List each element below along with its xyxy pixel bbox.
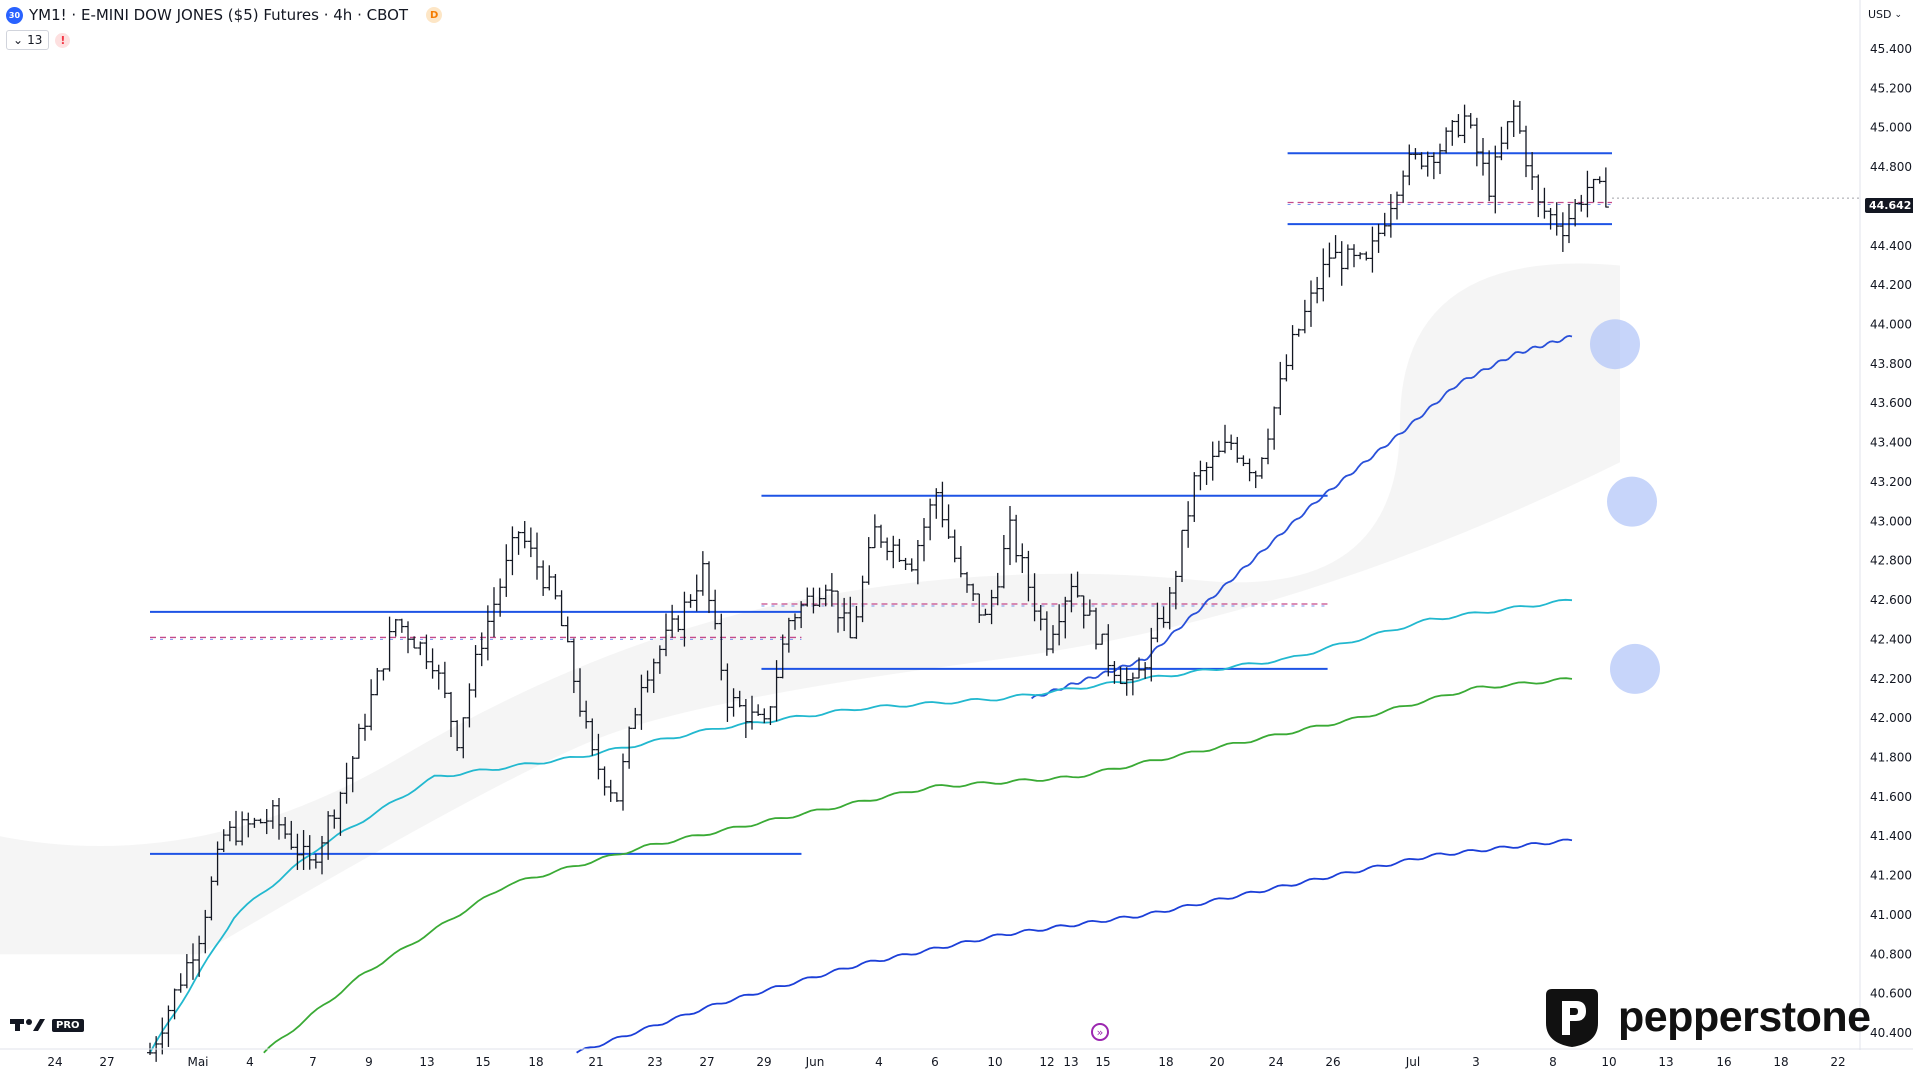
- y-tick-label: 41.000: [1870, 908, 1912, 922]
- y-tick-label: 44.000: [1870, 318, 1912, 332]
- indicator-row: ⌄ 13 !: [6, 30, 71, 50]
- y-tick-label: 44.200: [1870, 278, 1912, 292]
- x-tick-label: 21: [588, 1055, 603, 1069]
- warning-icon[interactable]: !: [55, 32, 71, 48]
- x-tick-label: 27: [99, 1055, 114, 1069]
- tv-logo-icon: [10, 1019, 45, 1031]
- currency-selector[interactable]: USD ⌄: [1868, 8, 1902, 21]
- moving-average-line[interactable]: [263, 677, 1573, 1054]
- y-tick-label: 41.200: [1870, 869, 1912, 883]
- broker-name: pepperstone: [1618, 992, 1871, 1041]
- symbol-title[interactable]: YM1! · E-MINI DOW JONES ($5) Futures · 4…: [29, 6, 409, 24]
- x-tick-label: 18: [528, 1055, 543, 1069]
- x-tick-label: 6: [931, 1055, 939, 1069]
- x-tick-label: 22: [1830, 1055, 1845, 1069]
- x-tick-label: Mai: [187, 1055, 208, 1069]
- chevron-down-icon: ⌄: [1894, 9, 1903, 20]
- x-tick-label: 24: [47, 1055, 62, 1069]
- y-tick-label: 45.400: [1870, 42, 1912, 56]
- x-tick-label: 12: [1039, 1055, 1054, 1069]
- target-marker-circle[interactable]: [1590, 319, 1640, 370]
- y-tick-label: 43.400: [1870, 436, 1912, 450]
- x-tick-label: 7: [309, 1055, 317, 1069]
- x-tick-label: 8: [1549, 1055, 1557, 1069]
- y-tick-label: 40.800: [1870, 947, 1912, 961]
- y-tick-label: 43.800: [1870, 357, 1912, 371]
- pro-badge: PRO: [52, 1018, 84, 1032]
- tradingview-logo[interactable]: PRO: [10, 1017, 84, 1033]
- x-tick-label: 16: [1716, 1055, 1731, 1069]
- last-price-tag: 44.642: [1865, 198, 1913, 213]
- target-marker-circle[interactable]: [1610, 643, 1660, 694]
- y-tick-label: 41.800: [1870, 750, 1912, 764]
- moving-average-line[interactable]: [576, 838, 1573, 1054]
- go-to-realtime-icon[interactable]: »: [1091, 1023, 1109, 1041]
- x-tick-label: 29: [756, 1055, 771, 1069]
- y-tick-label: 45.200: [1870, 81, 1912, 95]
- moving-average-line[interactable]: [1031, 334, 1573, 700]
- y-tick-label: 40.600: [1870, 987, 1912, 1001]
- symbol-badge: 30: [6, 6, 23, 24]
- x-tick-label: 24: [1268, 1055, 1283, 1069]
- x-tick-label: 10: [1601, 1055, 1616, 1069]
- x-tick-label: 13: [1063, 1055, 1078, 1069]
- x-tick-label: 10: [987, 1055, 1002, 1069]
- x-tick-label: 15: [1095, 1055, 1110, 1069]
- x-tick-label: 4: [246, 1055, 254, 1069]
- x-tick-label: Jul: [1405, 1055, 1420, 1069]
- y-tick-label: 41.600: [1870, 790, 1912, 804]
- y-tick-label: 42.200: [1870, 672, 1912, 686]
- x-tick-label: 13: [1658, 1055, 1673, 1069]
- cloud-band: [0, 263, 1620, 955]
- x-tick-label: 9: [365, 1055, 373, 1069]
- x-tick-label: Jun: [805, 1055, 825, 1069]
- pepperstone-logo: pepperstone: [1540, 985, 1871, 1049]
- x-tick-label: 23: [647, 1055, 662, 1069]
- currency-label: USD: [1868, 8, 1892, 21]
- y-tick-label: 45.000: [1870, 121, 1912, 135]
- y-tick-label: 43.000: [1870, 514, 1912, 528]
- x-tick-label: 20: [1209, 1055, 1224, 1069]
- y-tick-label: 44.400: [1870, 239, 1912, 253]
- y-tick-label: 42.000: [1870, 711, 1912, 725]
- y-tick-label: 42.800: [1870, 554, 1912, 568]
- x-tick-label: 18: [1773, 1055, 1788, 1069]
- x-tick-label: 3: [1472, 1055, 1480, 1069]
- x-tick-label: 26: [1325, 1055, 1340, 1069]
- y-tick-label: 43.200: [1870, 475, 1912, 489]
- pepperstone-icon: [1546, 989, 1598, 1047]
- x-tick-label: 15: [475, 1055, 490, 1069]
- y-tick-label: 43.600: [1870, 396, 1912, 410]
- chevron-down-icon: ⌄: [13, 33, 24, 47]
- indicator-toggle[interactable]: ⌄ 13: [6, 30, 50, 50]
- y-tick-label: 41.400: [1870, 829, 1912, 843]
- y-tick-label: 44.800: [1870, 160, 1912, 174]
- x-tick-label: 4: [875, 1055, 883, 1069]
- symbol-header[interactable]: 30 YM1! · E-MINI DOW JONES ($5) Futures …: [6, 6, 443, 24]
- y-tick-label: 42.600: [1870, 593, 1912, 607]
- y-tick-label: 42.400: [1870, 632, 1912, 646]
- x-tick-label: 27: [699, 1055, 714, 1069]
- x-tick-label: 13: [419, 1055, 434, 1069]
- indicator-count: 13: [27, 33, 43, 47]
- delay-badge: D: [426, 7, 443, 23]
- x-tick-label: 18: [1158, 1055, 1173, 1069]
- moving-average-line[interactable]: [149, 598, 1573, 1054]
- target-marker-circle[interactable]: [1607, 476, 1657, 527]
- y-tick-label: 40.400: [1870, 1026, 1912, 1040]
